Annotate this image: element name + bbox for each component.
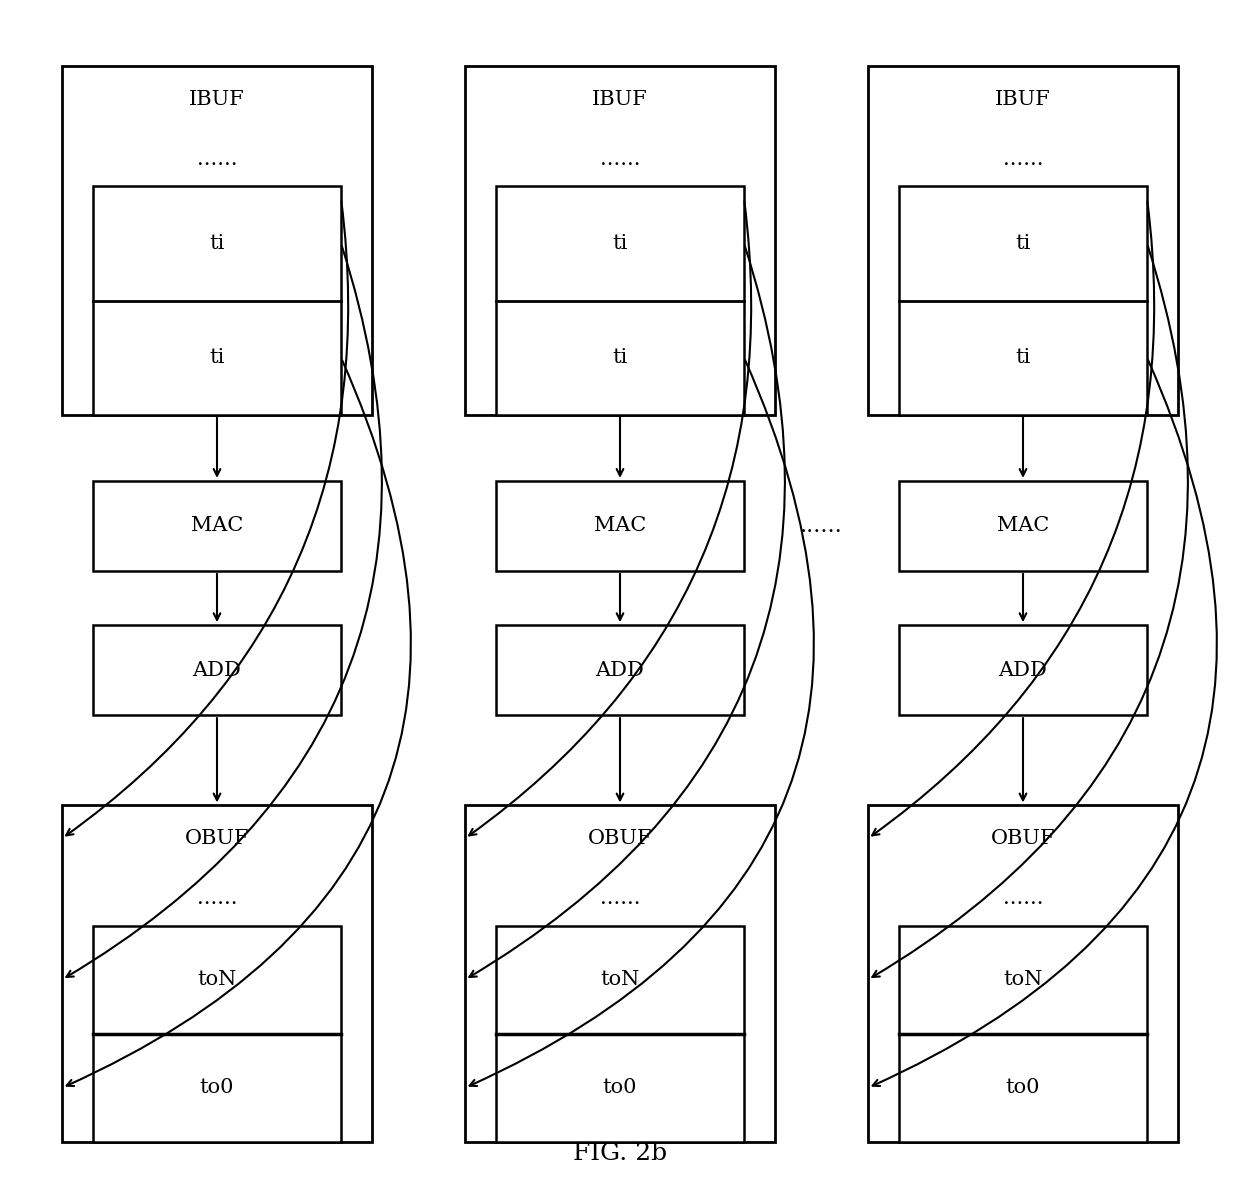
Text: to0: to0 [603,1078,637,1097]
Text: OBUF: OBUF [185,829,249,847]
Text: MAC: MAC [594,517,646,535]
Text: ADD: ADD [998,661,1048,679]
Text: ......: ...... [600,889,640,908]
Bar [899,481,1147,571]
Text: OBUF: OBUF [588,829,652,847]
Bar [93,926,341,1142]
Bar [93,481,341,571]
Text: ......: ...... [1003,889,1043,908]
Bar [899,625,1147,715]
Text: toN: toN [1003,970,1043,989]
Text: MAC: MAC [191,517,243,535]
Text: ......: ...... [800,514,843,537]
Bar [62,66,372,415]
Bar [496,481,744,571]
Bar [899,186,1147,415]
Text: ADD: ADD [192,661,242,679]
Text: IBUF: IBUF [190,90,244,108]
Text: ti: ti [210,234,224,252]
Text: IBUF: IBUF [996,90,1050,108]
Text: toN: toN [600,970,640,989]
Bar [465,805,775,1142]
Bar [93,625,341,715]
Bar [868,805,1178,1142]
Text: ti: ti [613,234,627,252]
Text: ADD: ADD [595,661,645,679]
Text: to0: to0 [200,1078,234,1097]
Bar [496,926,744,1142]
Text: to0: to0 [1006,1078,1040,1097]
Text: ti: ti [210,349,224,367]
Text: ......: ...... [1003,150,1043,168]
Text: ......: ...... [197,889,237,908]
Text: FIG. 2b: FIG. 2b [573,1142,667,1166]
Text: ti: ti [1016,234,1030,252]
Text: IBUF: IBUF [593,90,647,108]
Text: ......: ...... [197,150,237,168]
Text: ti: ti [1016,349,1030,367]
Text: ......: ...... [600,150,640,168]
Text: ti: ti [613,349,627,367]
Bar [465,66,775,415]
Text: toN: toN [197,970,237,989]
Bar [62,805,372,1142]
Bar [496,186,744,415]
Bar [868,66,1178,415]
Text: OBUF: OBUF [991,829,1055,847]
Bar [93,186,341,415]
Text: MAC: MAC [997,517,1049,535]
Bar [899,926,1147,1142]
Bar [496,625,744,715]
